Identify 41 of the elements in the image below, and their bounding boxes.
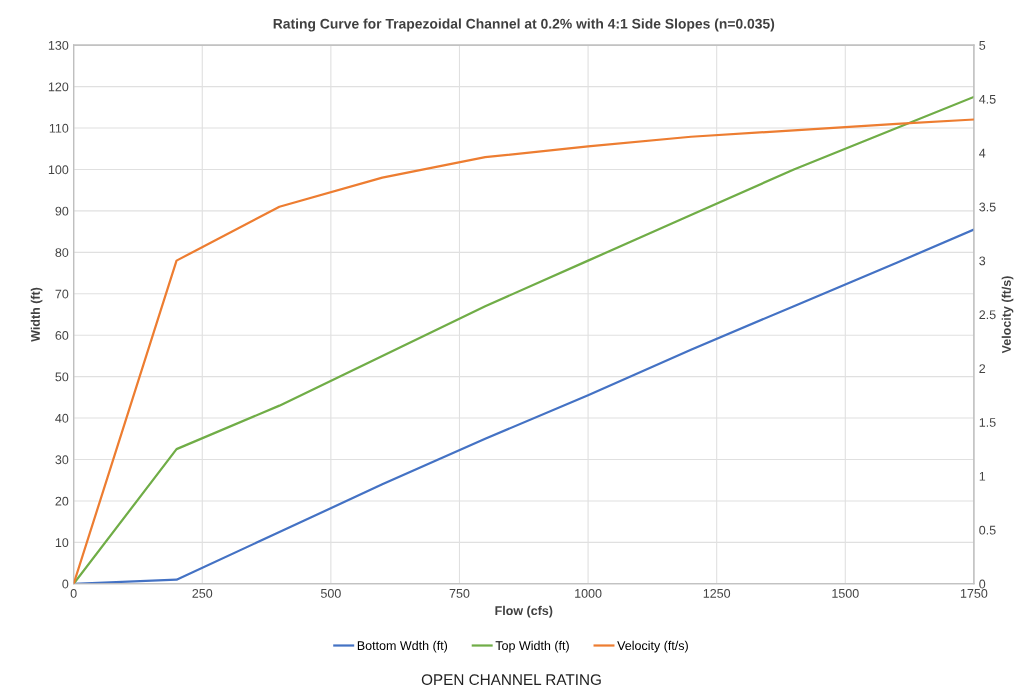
y2-axis-title: Velocity (ft/s) <box>1001 276 1014 354</box>
y-tick-label: 40 <box>55 413 69 423</box>
y2-tick-label: 5 <box>979 41 986 50</box>
legend-label: Bottom Wdth (ft) <box>357 640 448 653</box>
y-tick-label: 50 <box>55 372 69 382</box>
x-tick-label: 1250 <box>703 588 731 598</box>
x-tick-label: 1000 <box>575 588 602 598</box>
y-tick-label: 100 <box>48 165 69 175</box>
text: OPEN CHANNEL RATING <box>421 674 601 686</box>
y-tick-label: 0 <box>62 579 69 589</box>
y2-tick-label: 0 <box>979 579 986 589</box>
x-tick-label: 750 <box>449 588 470 598</box>
y-tick-label: 20 <box>55 496 69 506</box>
y2-tick-label: 2.5 <box>979 310 996 320</box>
y-tick-label: 130 <box>48 40 69 50</box>
legend-label: Top Width (ft) <box>495 640 569 653</box>
y-tick-label: 70 <box>55 289 69 299</box>
x-tick-label: 1750 <box>960 588 988 598</box>
y-tick-label: 60 <box>55 331 69 340</box>
y2-tick-label: 3 <box>979 256 986 266</box>
x-tick-label: 0 <box>70 588 77 598</box>
x-tick-label: 250 <box>192 588 213 598</box>
y2-tick-label: 1 <box>979 472 986 481</box>
y2-tick-label: 2 <box>979 364 986 373</box>
x-tick-label: 1500 <box>832 588 859 598</box>
y2-tick-label: 1.5 <box>979 418 996 427</box>
y-tick-label: 90 <box>55 206 69 216</box>
y2-tick-label: 4.5 <box>979 94 996 104</box>
y-tick-label: 110 <box>49 123 69 133</box>
x-tick-label: 500 <box>320 588 341 598</box>
x-axis-title: Flow (cfs) <box>495 605 553 618</box>
y2-tick-label: 4 <box>979 148 986 158</box>
y2-tick-label: 3.5 <box>979 202 996 212</box>
y-tick-label: 120 <box>48 82 69 92</box>
chart-title: Rating Curve for Trapezoidal Channel at 0.2% with 4:1 Side Slopes (n=0.035) <box>273 18 775 32</box>
y-tick-label: 10 <box>55 538 69 548</box>
legend-label: Velocity (ft/s) <box>617 640 688 653</box>
y2-tick-label: 0.5 <box>979 525 996 535</box>
y-axis-title: Width (ft) <box>30 287 43 342</box>
y-tick-label: 30 <box>55 455 69 465</box>
y-tick-label: 80 <box>55 248 69 257</box>
